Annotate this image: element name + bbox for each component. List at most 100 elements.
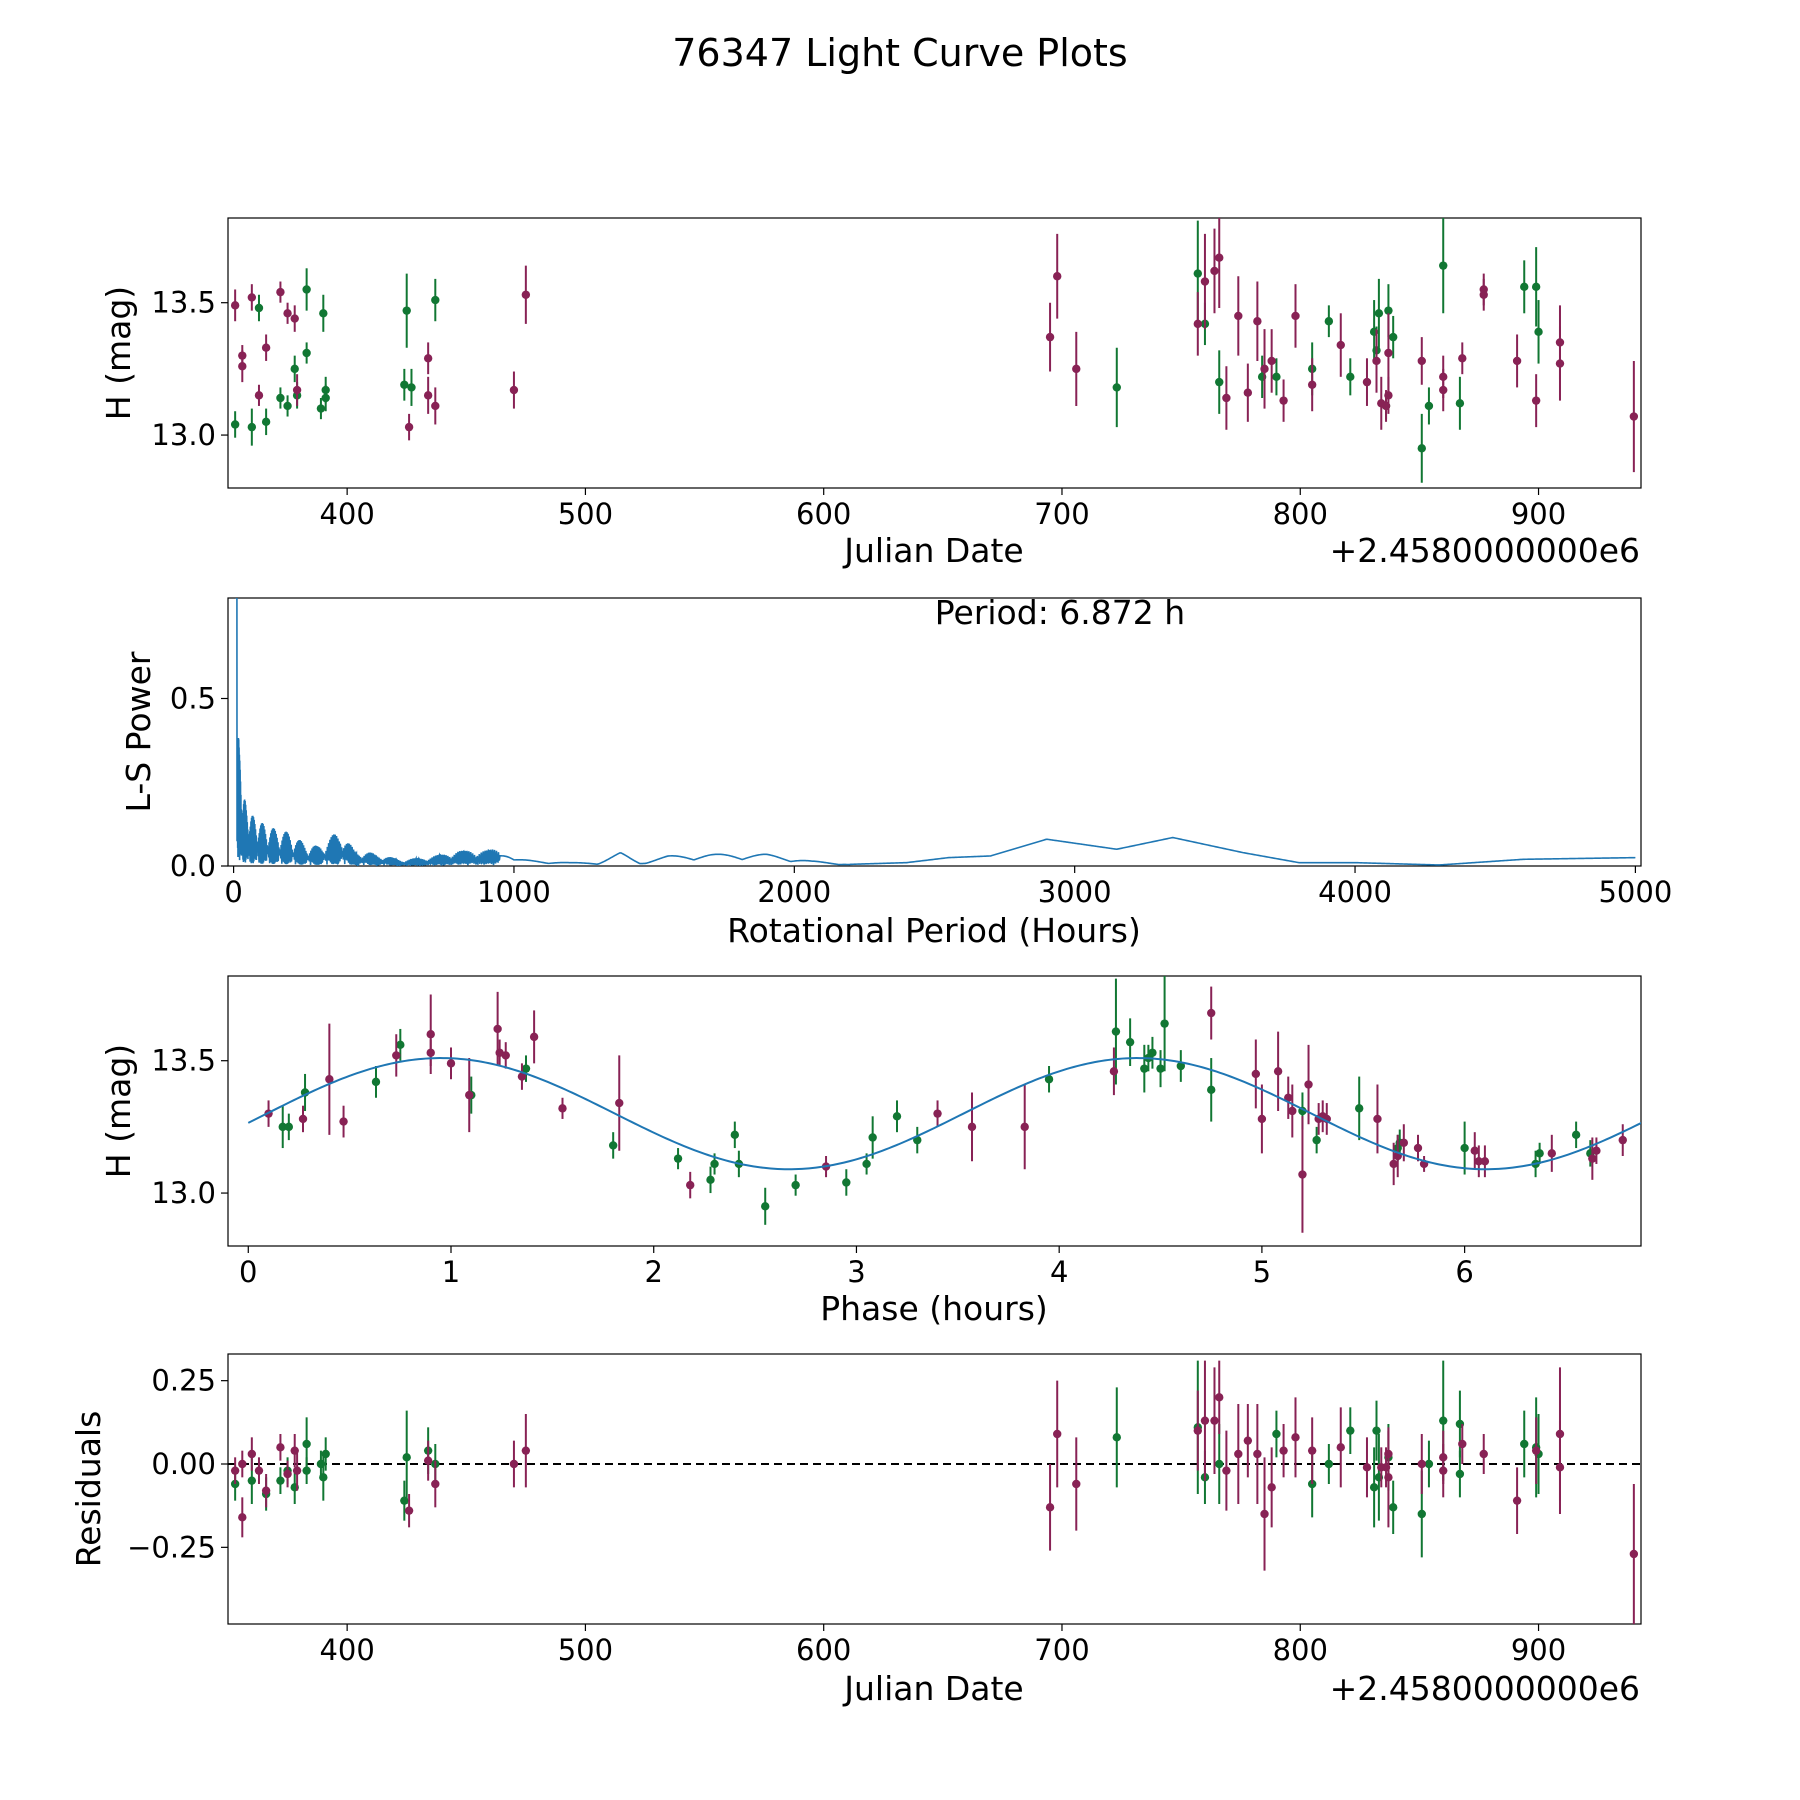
phase-xlabel: Phase (hours) [820, 1289, 1048, 1328]
light-curve-maroon-point [238, 351, 247, 360]
phase-green-point [1535, 1149, 1544, 1158]
phase-maroon-point [517, 1072, 527, 1081]
phase-maroon-point [558, 1104, 567, 1113]
residuals-maroon-point [1200, 1416, 1210, 1425]
phase-maroon-point [1588, 1154, 1597, 1163]
phase-xtick-label: 2 [644, 1255, 662, 1289]
light-curve-green-point [247, 422, 257, 432]
light-curve-offset-text: +2.4580000000e6 [1330, 531, 1640, 570]
phase-maroon-point [1288, 1106, 1297, 1116]
residuals-maroon-point [1253, 1449, 1262, 1459]
phase-green-point [1207, 1085, 1216, 1095]
phase-maroon-point [1257, 1114, 1267, 1124]
light-curve-green-point [1424, 401, 1434, 411]
phase-green-point [1571, 1130, 1581, 1140]
periodogram-axes-frame [227, 597, 1642, 867]
residuals-maroon-point [1362, 1463, 1372, 1472]
light-curve-maroon-point [1512, 356, 1522, 366]
phase-green-point [278, 1122, 287, 1132]
phase-maroon-point [933, 1109, 942, 1118]
light-curve-green-point [402, 306, 411, 315]
residuals-maroon-point [1072, 1479, 1081, 1489]
residuals-maroon-point [1222, 1466, 1231, 1475]
phase-maroon-point [325, 1075, 334, 1084]
periodogram-ytick-label: 0.5 [170, 682, 216, 716]
residuals-maroon-point [283, 1469, 292, 1479]
phase-points-group [247, 976, 1641, 1233]
residuals-maroon-point [521, 1446, 531, 1455]
periodogram-xtick-label: 2000 [757, 875, 831, 909]
phase-maroon-point [493, 1024, 502, 1034]
residuals-green-point [1388, 1503, 1398, 1512]
phase-maroon-point [426, 1048, 435, 1057]
phase-green-point [710, 1159, 719, 1169]
light-curve-maroon-point [1531, 396, 1541, 405]
phase-green-point [842, 1178, 851, 1187]
residuals-green-point [1112, 1433, 1121, 1442]
residuals-maroon-point [254, 1466, 264, 1475]
light-curve-green-point [276, 393, 285, 403]
phase-green-point [761, 1202, 770, 1211]
residuals-maroon-point [238, 1459, 247, 1469]
phase-maroon-point [1273, 1067, 1283, 1076]
light-curve-green-point [1374, 309, 1384, 318]
periodogram-power-line [235, 598, 1636, 866]
light-curve-green-point [1417, 444, 1426, 453]
light-curve-ytick-label: 13.5 [151, 286, 216, 320]
light-curve-green-point [1455, 399, 1465, 408]
phase-maroon-point [465, 1090, 474, 1100]
residuals-maroon-point [1279, 1446, 1288, 1455]
phase-maroon-point [1207, 1008, 1216, 1018]
phase-green-point [521, 1064, 531, 1073]
residuals-green-point [302, 1439, 311, 1449]
phase-maroon-point [446, 1059, 456, 1068]
residuals-maroon-point [423, 1456, 433, 1465]
periodogram-line-group [235, 598, 1636, 866]
light-curve-maroon-point [404, 422, 414, 432]
phase-green-point [608, 1141, 618, 1150]
periodogram-xtick-label: 1000 [477, 875, 551, 909]
phase-ytick-label: 13.0 [151, 1176, 216, 1210]
residuals-green-point [321, 1449, 330, 1459]
phase-green-point [1148, 1048, 1157, 1057]
phase-maroon-point [1298, 1170, 1307, 1179]
residuals-green-point [1520, 1439, 1529, 1449]
phase-green-point [1460, 1143, 1469, 1153]
light-curve-maroon-point [1372, 356, 1381, 366]
light-curve-green-point [1272, 372, 1281, 382]
light-curve-green-point [316, 404, 326, 413]
phase-green-point [396, 1040, 405, 1050]
residuals-maroon-point [1336, 1443, 1345, 1452]
residuals-maroon-point [431, 1479, 440, 1489]
phase-maroon-point [1480, 1157, 1490, 1166]
phase-panel: 0 1 2 3 4 5 6 13.0 13.5 Phase (hours) H (mag) [99, 975, 1642, 1328]
light-curve-ylabel: H (mag) [99, 286, 138, 420]
periodogram-xlabel: Rotational Period (Hours) [727, 911, 1141, 950]
residuals-maroon-point [238, 1513, 247, 1522]
periodogram-xtick-label: 3000 [1038, 875, 1112, 909]
light-curve-maroon-point [290, 314, 299, 323]
residuals-maroon-point [1479, 1449, 1488, 1459]
residuals-maroon-point [247, 1449, 257, 1459]
residuals-offset-text: +2.4580000000e6 [1330, 1669, 1640, 1708]
phase-green-point [791, 1180, 800, 1190]
residuals-green-point [1417, 1509, 1426, 1519]
phase-maroon-point [501, 1051, 510, 1060]
light-curve-maroon-point [1384, 391, 1393, 400]
phase-xtick-label: 0 [239, 1255, 257, 1289]
residuals-ytick-label: 0.25 [151, 1364, 216, 1398]
phase-maroon-point [615, 1098, 624, 1108]
phase-maroon-point [1251, 1069, 1261, 1079]
light-curve-green-point [302, 285, 311, 294]
phase-maroon-point [1547, 1149, 1557, 1158]
residuals-maroon-point [1384, 1473, 1393, 1482]
phase-maroon-point [1474, 1157, 1484, 1166]
residuals-xtick-label: 700 [1034, 1633, 1089, 1667]
residuals-maroon-point [1260, 1509, 1269, 1519]
light-curve-xtick-label: 400 [319, 497, 374, 531]
light-curve-maroon-point [1555, 359, 1565, 368]
light-curve-green-point [400, 380, 409, 389]
light-curve-maroon-point [1193, 319, 1202, 329]
residuals-green-point [1369, 1483, 1379, 1492]
residuals-green-point [1439, 1416, 1448, 1425]
